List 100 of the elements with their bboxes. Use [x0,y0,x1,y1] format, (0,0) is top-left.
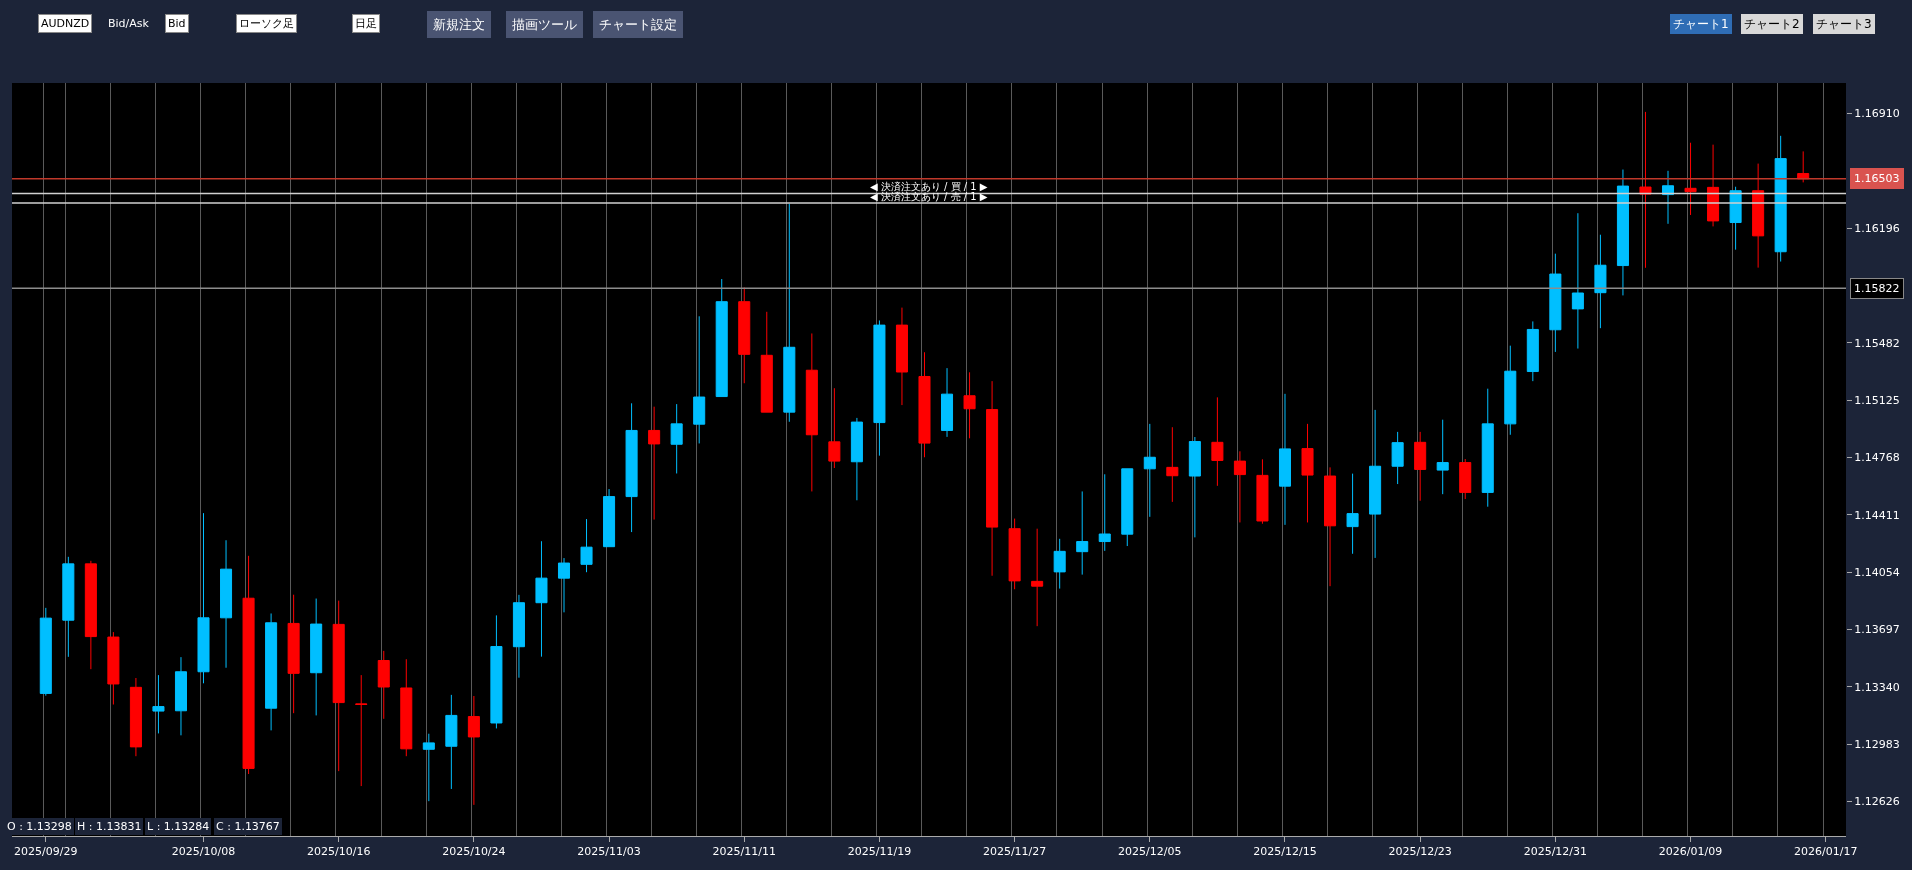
candlestick [693,315,706,444]
x-tick-label: 2025/10/16 [307,845,371,859]
text: チャート1 [1673,17,1729,31]
candlestick [174,656,187,736]
candlestick [1031,528,1044,627]
candlestick [805,332,818,492]
x-tick-label: 2025/11/03 [577,845,641,859]
candlestick [377,650,390,720]
candlestick [1121,468,1134,547]
y-tick-label: 1.14411 [1854,508,1900,522]
candlestick [1301,423,1314,523]
candlestick [1166,426,1179,503]
candlestick [1436,419,1449,495]
candlestick [557,557,571,613]
candlestick [715,278,728,398]
candlestick [828,387,841,469]
y-tick-label: 1.16196 [1854,221,1900,235]
y-tick-label: 1.13697 [1854,623,1900,637]
candlestick [1684,142,1697,216]
candlestick [129,677,142,757]
x-tick-label: 2025/11/19 [847,845,912,859]
text: Bid [168,17,186,30]
y-tick-label: 1.13340 [1854,680,1900,694]
text: 新規注文 [433,17,485,32]
y-tick-label: 1.16910 [1854,107,1900,121]
ref-line-label: 1.16503 [1854,172,1900,185]
y-tick-label: 1.15482 [1854,336,1900,350]
candlestick [963,371,976,439]
candlestick [580,518,593,573]
candlestick [986,380,999,577]
candlestick [850,417,863,501]
candlestick [1526,320,1539,382]
candlestick [422,733,435,802]
text: Bid/Ask [108,17,150,30]
ref-line-label: 1.15822 [1854,282,1900,295]
y-tick-label: 1.14768 [1854,451,1900,465]
candlestick [738,286,751,384]
annotation: O : 1.13298 [7,820,72,833]
candlestick [783,203,796,423]
candlestick [152,674,165,734]
x-tick-label: 2025/12/15 [1253,845,1317,859]
candlestick [512,594,525,679]
candlestick [941,367,954,438]
x-tick-label: 2025/12/05 [1118,845,1182,859]
candlestick [445,694,458,790]
candlestick [1256,458,1269,525]
candlestick [287,594,300,714]
x-tick-label: 2025/11/11 [712,845,776,859]
x-tick-label: 2026/01/09 [1658,845,1723,859]
x-tick-label: 2025/10/08 [171,845,236,859]
candlestick [107,631,120,706]
candlestick [1391,431,1404,485]
candlestick [648,406,661,521]
candlestick [1233,450,1246,523]
candlestick [62,556,75,658]
candlestick [1188,436,1201,538]
candlestick [1278,393,1292,526]
candlestick [310,598,323,716]
candlestick [490,614,503,729]
candlestick [1707,144,1720,227]
x-tick-label: 2025/09/29 [14,845,78,859]
candlestick [197,512,210,684]
annotation: H : 1.13831 [77,820,142,833]
ref-line-label: ◀ 決済注文あり / 買 / 1 ▶ [870,181,988,192]
candlestick [467,695,480,806]
candlestick [1616,169,1629,296]
candlestick [1752,163,1765,269]
candlestick [1594,234,1607,329]
text: ローソク足 [239,17,294,30]
annotation: C : 1.13767 [216,820,280,833]
candlestick [355,674,368,787]
candlestick [1571,212,1584,350]
candlestick [1729,186,1742,251]
candlestick [1053,538,1066,590]
annotation: L : 1.13284 [147,820,210,833]
candlestick [1549,253,1562,353]
text: 日足 [355,17,377,30]
candlestick [1076,490,1089,576]
ref-line-label: ◀ 決済注文あり / 売 / 1 ▶ [870,191,988,202]
candlestick [603,488,616,548]
candlestick [220,539,233,669]
candlestick [918,351,931,458]
candlestick [1459,458,1472,500]
candlestick [1504,345,1517,436]
y-tick-label: 1.12626 [1854,795,1900,809]
candlestick [1414,431,1427,502]
y-tick-label: 1.15125 [1854,393,1900,407]
candlestick [39,607,52,697]
candlestick [895,307,908,406]
x-tick-label: 2025/12/31 [1523,845,1588,859]
candlestick [1639,111,1652,269]
candlestick [1661,170,1675,225]
candlestick [1143,423,1156,518]
candlestick [873,319,886,457]
x-tick-label: 2025/10/24 [442,845,506,859]
candlestick [400,658,413,757]
candlestick [1098,473,1111,552]
candlestick [1774,135,1787,263]
candlestick [332,600,345,772]
text: チャート設定 [599,17,677,32]
